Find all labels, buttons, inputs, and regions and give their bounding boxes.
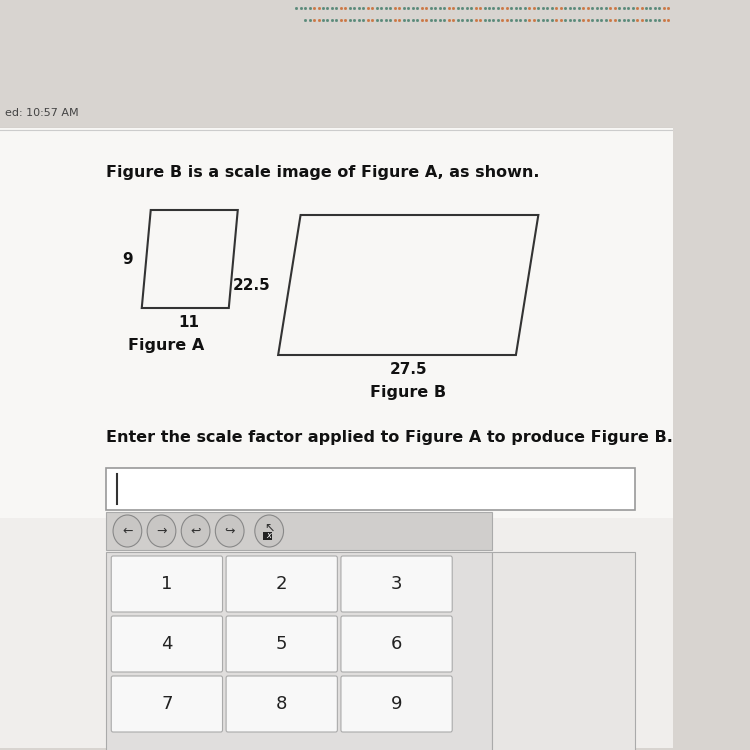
- Circle shape: [215, 515, 244, 547]
- Text: Figure A: Figure A: [128, 338, 204, 353]
- Text: 2: 2: [276, 575, 287, 593]
- FancyBboxPatch shape: [226, 676, 338, 732]
- FancyBboxPatch shape: [226, 616, 338, 672]
- Text: 9: 9: [391, 695, 402, 713]
- Text: 8: 8: [276, 695, 287, 713]
- Bar: [106, 512, 492, 550]
- Bar: [106, 552, 492, 750]
- Circle shape: [113, 515, 142, 547]
- Text: ed: 10:57 AM: ed: 10:57 AM: [5, 108, 79, 118]
- Bar: [0, 128, 673, 748]
- Text: Figure B is a scale image of Figure A, as shown.: Figure B is a scale image of Figure A, a…: [106, 165, 539, 180]
- Text: Enter the scale factor applied to Figure A to produce Figure B.: Enter the scale factor applied to Figure…: [106, 430, 673, 445]
- FancyBboxPatch shape: [341, 556, 452, 612]
- Text: 27.5: 27.5: [389, 362, 427, 377]
- Bar: [0, 0, 673, 130]
- FancyBboxPatch shape: [111, 556, 223, 612]
- Text: 9: 9: [122, 253, 133, 268]
- Text: 7: 7: [161, 695, 172, 713]
- Text: 22.5: 22.5: [233, 278, 271, 292]
- Text: 3: 3: [391, 575, 402, 593]
- Text: Figure B: Figure B: [370, 385, 446, 400]
- FancyBboxPatch shape: [226, 556, 338, 612]
- Circle shape: [147, 515, 176, 547]
- Text: 11: 11: [178, 315, 199, 330]
- Bar: [263, 532, 272, 540]
- FancyBboxPatch shape: [341, 676, 452, 732]
- Text: ↪: ↪: [224, 524, 235, 538]
- Bar: [492, 552, 635, 750]
- Text: ←: ←: [122, 524, 133, 538]
- Bar: [106, 468, 635, 510]
- Text: 6: 6: [391, 635, 402, 653]
- Text: →: →: [156, 524, 166, 538]
- Bar: [0, 128, 673, 518]
- Circle shape: [182, 515, 210, 547]
- FancyBboxPatch shape: [111, 676, 223, 732]
- Text: ↩: ↩: [190, 524, 201, 538]
- Circle shape: [255, 515, 284, 547]
- Text: ↖: ↖: [264, 521, 274, 535]
- FancyBboxPatch shape: [111, 616, 223, 672]
- Text: 4: 4: [161, 635, 172, 653]
- Text: x: x: [267, 532, 272, 541]
- FancyBboxPatch shape: [341, 616, 452, 672]
- Text: 5: 5: [276, 635, 287, 653]
- Text: 1: 1: [161, 575, 172, 593]
